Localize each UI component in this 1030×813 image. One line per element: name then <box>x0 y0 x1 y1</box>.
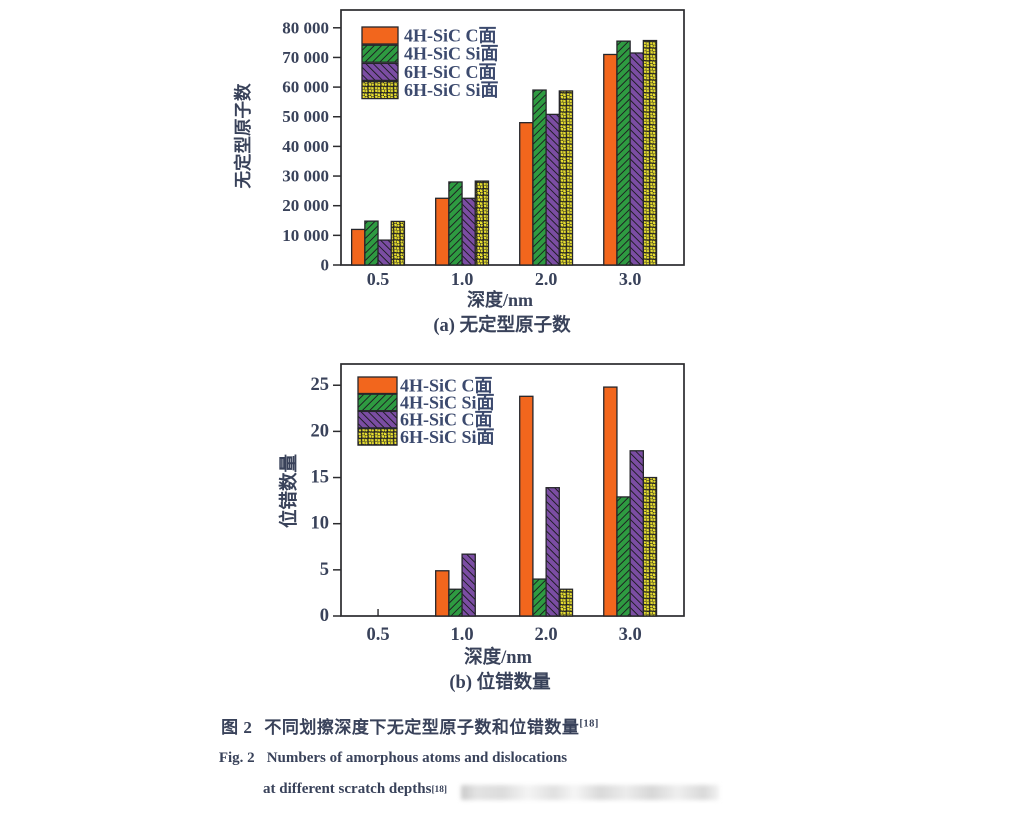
chart-a-y-axis-label: 无定型原子数 <box>233 83 253 188</box>
chart-0-x-tick-label: 1.0 <box>451 269 474 289</box>
chart-0-x-tick-label: 0.5 <box>367 269 390 289</box>
chart-0-series-3-bar-1 <box>474 180 490 266</box>
chart-0-y-tick-label: 70 000 <box>282 48 329 67</box>
chart-0-legend-swatch-0 <box>361 26 399 45</box>
chart-1-legend-swatch-1 <box>357 393 398 412</box>
chart-1-series-0-bar-3 <box>603 386 618 617</box>
chart-0-x-tick-label: 2.0 <box>535 269 558 289</box>
chart-0-series-0-bar-2 <box>519 122 534 266</box>
chart-0-legend-swatch-3 <box>361 80 399 100</box>
chart-1-series-1-bar-1 <box>448 588 463 617</box>
chart-0-series-1-bar-0 <box>364 220 379 266</box>
chart-0-series-2-bar-2 <box>545 113 560 266</box>
chart-0-legend-label-0: 4H-SiC C面 <box>404 26 497 46</box>
caption-en-figure-number: Fig. 2 <box>218 750 255 766</box>
chart-0-series-3-bar-3 <box>642 39 658 266</box>
chart-1-legend-swatch-0 <box>357 376 398 395</box>
caption-zh-reference: [18] <box>579 718 599 730</box>
chart-0-series-1-bar-3 <box>616 40 631 266</box>
caption-english-line1: Fig. 2 Numbers of amorphous atoms and dis… <box>0 750 786 767</box>
chart-a-subtitle: (a) 无定型原子数 <box>433 314 571 336</box>
chart-0-y-tick-label: 10 000 <box>282 226 329 245</box>
chart-1-legend-label-0: 4H-SiC C面 <box>400 375 493 395</box>
chart-0-series-3-bar-0 <box>390 220 406 266</box>
chart-1-x-tick-label: 0.5 <box>366 625 389 645</box>
caption-zh-text: 不同划擦深度下无定型原子数和位错数量 <box>264 718 580 737</box>
chart-b-subtitle: (b) 位错数量 <box>449 671 551 693</box>
chart-1-x-tick-label: 2.0 <box>535 625 558 645</box>
chart-0-y-tick-label: 50 000 <box>282 107 329 126</box>
chart-1-legend-swatch-3 <box>357 427 398 446</box>
chart-1-y-tick-label: 15 <box>311 468 330 488</box>
chart-1-y-tick-label: 25 <box>311 375 330 395</box>
chart-0-series-0-bar-1 <box>435 197 450 266</box>
chart-1-legend-label-1: 4H-SiC Si面 <box>400 392 495 412</box>
chart-a-amorphous-atoms: 0 10 000 20 000 30 000 40 000 50 000 60 000 70 … <box>233 9 685 336</box>
caption-en-text-line2: at different scratch depths <box>263 781 432 797</box>
caption-english-line2: at different scratch depths [18] <box>263 779 719 800</box>
chart-0-series-0-bar-0 <box>350 228 366 266</box>
caption-en-reference: [18] <box>431 784 447 795</box>
caption-zh-figure-number: 图 2 <box>221 718 253 737</box>
chart-0-y-tick-label: 60 000 <box>282 78 329 97</box>
chart-1-series-1-bar-2 <box>532 578 547 617</box>
chart-1-series-0-bar-2 <box>519 395 534 617</box>
caption-en-text-line1: Numbers of amorphous atoms and dislocati… <box>266 750 568 766</box>
chart-0-legend-swatch-1 <box>361 44 399 63</box>
chart-0-y-tick-label: 80 000 <box>282 18 329 37</box>
chart-0-y-tick-label: 30 000 <box>282 167 329 186</box>
chart-0-x-tick-label: 3.0 <box>619 269 642 289</box>
chart-0-series-1-bar-2 <box>532 89 547 266</box>
chart-1-series-3-bar-3 <box>642 476 658 617</box>
chart-0-y-tick-label: 0 <box>321 256 330 275</box>
chart-b-y-axis-label: 位错数量 <box>278 454 300 529</box>
chart-a-x-axis-label: 深度/nm <box>467 289 533 310</box>
chart-0-y-tick-label: 40 000 <box>282 137 329 156</box>
chart-1-y-tick-label: 5 <box>320 560 329 580</box>
chart-1-x-tick-label: 1.0 <box>451 625 474 645</box>
chart-1-series-1-bar-3 <box>616 496 631 617</box>
chart-0-series-2-bar-1 <box>461 197 476 266</box>
chart-0-legend-label-3: 6H-SiC Si面 <box>404 80 499 100</box>
chart-1-y-tick-label: 0 <box>320 606 329 626</box>
chart-1-y-tick-label: 10 <box>311 514 330 534</box>
watermark-blurred <box>460 785 719 800</box>
chart-0-series-3-bar-2 <box>558 90 574 266</box>
chart-0-series-2-bar-0 <box>377 239 392 266</box>
chart-1-series-2-bar-1 <box>461 553 476 617</box>
chart-1-x-tick-label: 3.0 <box>619 625 642 645</box>
chart-1-series-0-bar-1 <box>435 570 450 617</box>
chart-1-series-3-bar-2 <box>558 588 574 617</box>
chart-1-series-2-bar-3 <box>629 450 644 617</box>
chart-b-x-axis-label: 深度/nm <box>464 646 532 668</box>
chart-0-legend-swatch-2 <box>361 62 399 82</box>
chart-0-legend-label-1: 4H-SiC Si面 <box>404 44 499 64</box>
chart-0-series-1-bar-1 <box>448 181 463 266</box>
chart-0-plot-frame <box>340 9 685 266</box>
chart-1-legend-label-3: 6H-SiC Si面 <box>400 427 495 447</box>
chart-0-y-tick-label: 20 000 <box>282 196 329 215</box>
chart-1-plot-frame <box>340 363 685 617</box>
chart-0-legend-label-2: 6H-SiC C面 <box>404 62 497 82</box>
chart-1-y-tick-label: 20 <box>311 421 330 441</box>
chart-0-series-0-bar-3 <box>603 53 618 266</box>
caption-chinese: 图 2 不同划擦深度下无定型原子数和位错数量[18] <box>0 713 820 738</box>
chart-1-legend-swatch-2 <box>357 410 398 429</box>
chart-0-series-2-bar-3 <box>629 52 644 266</box>
chart-1-series-2-bar-2 <box>545 487 560 617</box>
chart-1-legend-label-2: 6H-SiC C面 <box>400 410 493 430</box>
